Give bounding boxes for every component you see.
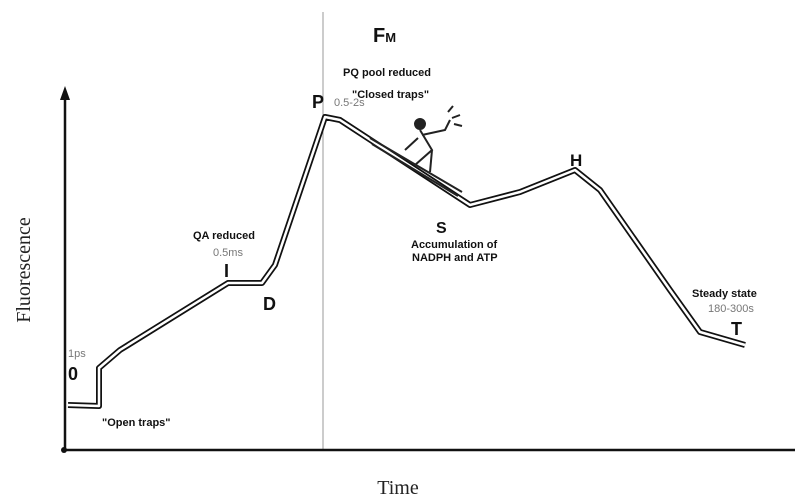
- curve: [67, 114, 746, 409]
- peak-note: PQ pool reduced: [343, 67, 431, 79]
- time-label: 0.5ms: [213, 247, 243, 259]
- point-note: Steady state: [692, 288, 757, 300]
- y-axis-label: Fluorescence: [13, 217, 35, 323]
- x-axis-label: Time: [377, 477, 419, 499]
- point-note: NADPH and ATP: [412, 252, 498, 264]
- point-label: H: [570, 151, 582, 170]
- time-label: 0.5-2s: [334, 97, 365, 109]
- fm-main: F: [373, 25, 385, 47]
- time-label: 1ps: [68, 348, 86, 360]
- point-label: D: [263, 294, 276, 314]
- point-label: 0: [68, 364, 78, 384]
- fm-sub: M: [385, 30, 396, 45]
- y-arrow: [60, 86, 70, 100]
- point-label: P: [312, 92, 324, 112]
- origin: [61, 447, 67, 453]
- point-label: T: [731, 319, 742, 339]
- point-label: S: [436, 220, 447, 237]
- point-note: QA reduced: [193, 230, 255, 242]
- fm-label: FM: [373, 25, 396, 47]
- point-note: Accumulation of: [411, 239, 498, 251]
- time-label: 180-300s: [708, 303, 754, 315]
- skier-icon: [369, 105, 463, 197]
- point-note: "Open traps": [102, 417, 171, 429]
- point-label: I: [224, 261, 229, 281]
- peak-note: "Closed traps": [352, 89, 429, 101]
